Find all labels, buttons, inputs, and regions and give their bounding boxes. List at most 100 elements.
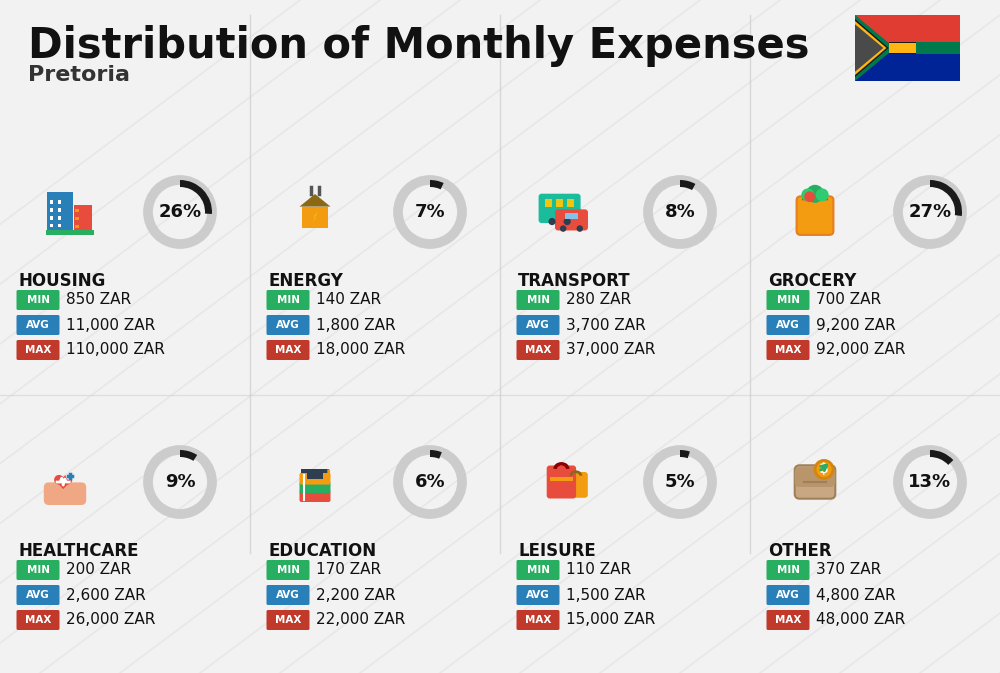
Text: 110 ZAR: 110 ZAR xyxy=(566,563,631,577)
Text: AVG: AVG xyxy=(776,590,800,600)
Wedge shape xyxy=(680,450,690,458)
Bar xyxy=(46,230,94,235)
Text: 1,500 ZAR: 1,500 ZAR xyxy=(566,588,646,602)
FancyBboxPatch shape xyxy=(266,315,310,335)
Text: AVG: AVG xyxy=(526,590,550,600)
FancyBboxPatch shape xyxy=(555,209,588,230)
Circle shape xyxy=(806,185,824,203)
FancyBboxPatch shape xyxy=(516,585,560,605)
FancyBboxPatch shape xyxy=(767,290,810,310)
Bar xyxy=(895,42,960,54)
Text: OTHER: OTHER xyxy=(768,542,832,560)
Text: MIN: MIN xyxy=(526,295,550,305)
Bar xyxy=(889,43,916,52)
Text: MAX: MAX xyxy=(25,345,51,355)
Bar xyxy=(565,213,578,219)
Text: 27%: 27% xyxy=(908,203,952,221)
Text: 37,000 ZAR: 37,000 ZAR xyxy=(566,343,655,357)
Bar xyxy=(550,476,573,481)
Bar xyxy=(58,208,61,211)
FancyBboxPatch shape xyxy=(266,610,310,630)
FancyBboxPatch shape xyxy=(266,340,310,360)
Circle shape xyxy=(801,188,814,201)
Circle shape xyxy=(804,191,815,202)
Text: 9,200 ZAR: 9,200 ZAR xyxy=(816,318,896,332)
Circle shape xyxy=(63,475,72,485)
Text: 280 ZAR: 280 ZAR xyxy=(566,293,631,308)
Wedge shape xyxy=(430,180,444,189)
FancyBboxPatch shape xyxy=(300,490,330,502)
FancyBboxPatch shape xyxy=(516,560,560,580)
Text: HEALTHCARE: HEALTHCARE xyxy=(18,542,138,560)
Bar xyxy=(302,207,328,228)
FancyBboxPatch shape xyxy=(767,560,810,580)
FancyBboxPatch shape xyxy=(795,465,835,499)
FancyBboxPatch shape xyxy=(266,290,310,310)
FancyBboxPatch shape xyxy=(767,610,810,630)
Text: AVG: AVG xyxy=(526,320,550,330)
Text: 200 ZAR: 200 ZAR xyxy=(66,563,131,577)
Text: 700 ZAR: 700 ZAR xyxy=(816,293,881,308)
FancyBboxPatch shape xyxy=(516,315,560,335)
Text: MIN: MIN xyxy=(776,565,800,575)
FancyBboxPatch shape xyxy=(767,340,810,360)
Polygon shape xyxy=(300,194,330,207)
FancyBboxPatch shape xyxy=(16,290,60,310)
Text: MAX: MAX xyxy=(275,345,301,355)
Text: 4,800 ZAR: 4,800 ZAR xyxy=(816,588,896,602)
Text: 22,000 ZAR: 22,000 ZAR xyxy=(316,612,405,627)
Bar xyxy=(50,224,53,227)
Text: Pretoria: Pretoria xyxy=(28,65,130,85)
Polygon shape xyxy=(855,19,889,77)
FancyBboxPatch shape xyxy=(16,560,60,580)
FancyBboxPatch shape xyxy=(44,483,86,505)
Text: 2,200 ZAR: 2,200 ZAR xyxy=(316,588,396,602)
Bar xyxy=(58,200,61,204)
Text: 11,000 ZAR: 11,000 ZAR xyxy=(66,318,155,332)
Text: 8%: 8% xyxy=(665,203,695,221)
Circle shape xyxy=(564,218,571,225)
Text: 1,800 ZAR: 1,800 ZAR xyxy=(316,318,396,332)
FancyBboxPatch shape xyxy=(266,560,310,580)
Polygon shape xyxy=(312,211,318,224)
FancyBboxPatch shape xyxy=(539,194,581,223)
Text: ENERGY: ENERGY xyxy=(268,272,343,290)
Text: MAX: MAX xyxy=(525,615,551,625)
Polygon shape xyxy=(855,21,887,75)
Bar xyxy=(50,208,53,211)
Bar xyxy=(545,199,552,207)
Bar xyxy=(301,468,329,473)
Bar xyxy=(75,209,79,213)
FancyBboxPatch shape xyxy=(16,610,60,630)
FancyBboxPatch shape xyxy=(300,481,330,493)
Text: MIN: MIN xyxy=(276,295,300,305)
Polygon shape xyxy=(54,480,72,489)
FancyBboxPatch shape xyxy=(516,290,560,310)
Bar xyxy=(58,224,61,227)
Text: MAX: MAX xyxy=(775,345,801,355)
Bar xyxy=(75,225,79,228)
FancyBboxPatch shape xyxy=(767,585,810,605)
Text: 48,000 ZAR: 48,000 ZAR xyxy=(816,612,905,627)
Text: MAX: MAX xyxy=(275,615,301,625)
Text: MAX: MAX xyxy=(775,615,801,625)
FancyBboxPatch shape xyxy=(516,610,560,630)
FancyBboxPatch shape xyxy=(266,585,310,605)
Wedge shape xyxy=(180,450,197,461)
Text: MIN: MIN xyxy=(776,295,800,305)
Text: AVG: AVG xyxy=(276,590,300,600)
Polygon shape xyxy=(855,15,895,81)
Wedge shape xyxy=(930,180,962,216)
Bar xyxy=(889,42,916,55)
Text: 13%: 13% xyxy=(908,473,952,491)
Text: EDUCATION: EDUCATION xyxy=(268,542,376,560)
Bar xyxy=(307,472,323,479)
Text: MIN: MIN xyxy=(526,565,550,575)
Bar xyxy=(47,192,73,232)
Text: TRANSPORT: TRANSPORT xyxy=(518,272,631,290)
Polygon shape xyxy=(855,24,883,72)
FancyBboxPatch shape xyxy=(16,585,60,605)
Text: MIN: MIN xyxy=(26,565,50,575)
FancyBboxPatch shape xyxy=(797,197,833,235)
FancyBboxPatch shape xyxy=(516,340,560,360)
